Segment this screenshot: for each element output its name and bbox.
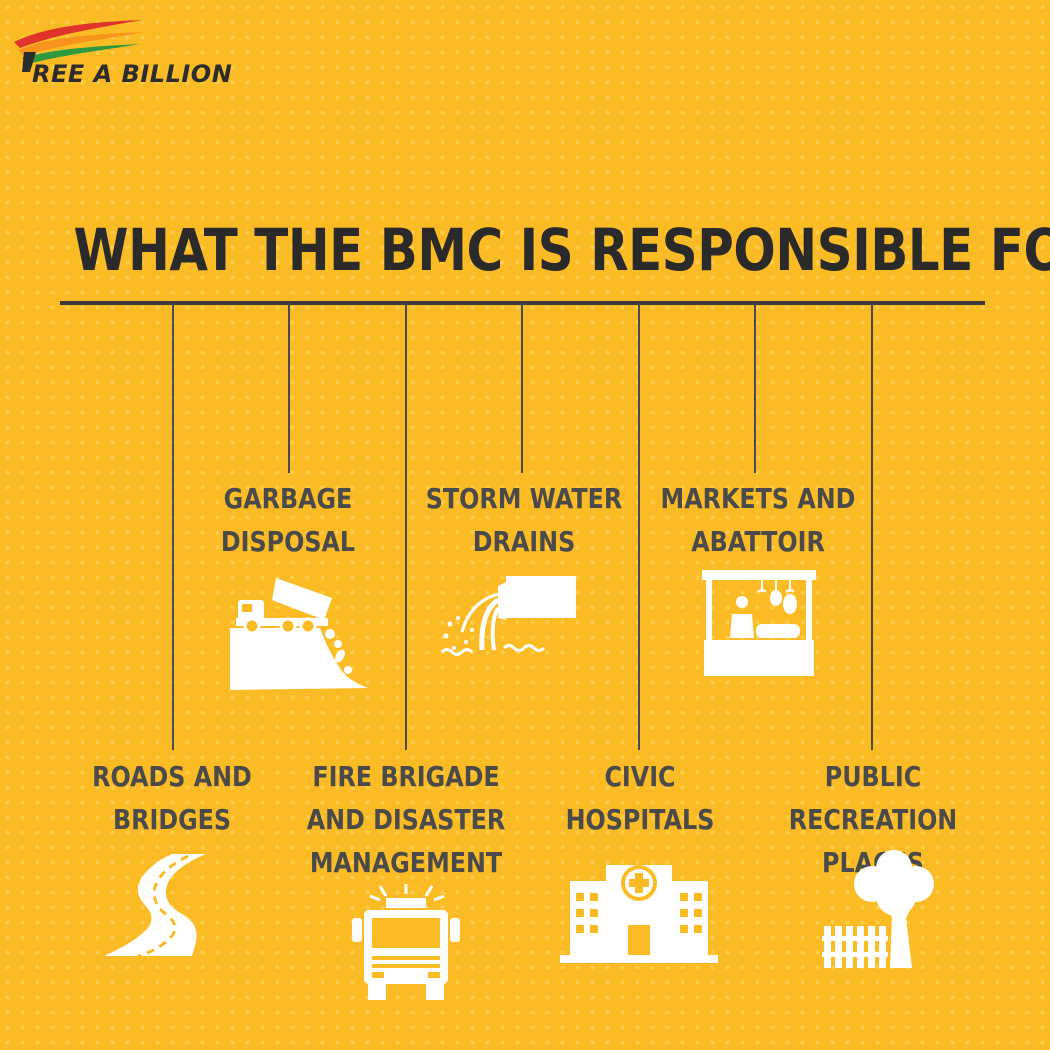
connector-line-hospitals xyxy=(638,303,640,750)
label-line: HOSPITALS xyxy=(565,803,715,836)
label-line: PUBLIC RECREATION xyxy=(788,760,958,836)
label-line: ABATTOIR xyxy=(691,525,825,558)
connector-line-fire xyxy=(405,303,407,750)
label-line: GARBAGE xyxy=(223,482,353,515)
market-stall-icon xyxy=(700,568,818,678)
label-line: CIVIC xyxy=(604,760,676,793)
page-title: WHAT THE BMC IS RESPONSIBLE FOR xyxy=(73,216,1050,284)
label-line: MARKETS AND xyxy=(660,482,856,515)
hospital-icon xyxy=(560,855,718,965)
connector-line-garbage xyxy=(288,303,290,473)
label-line: ROADS AND xyxy=(92,760,252,793)
label-storm-water-drains: STORM WATER DRAINS xyxy=(414,477,635,563)
label-line: BRIDGES xyxy=(112,803,232,836)
label-line: DRAINS xyxy=(472,525,576,558)
label-civic-hospitals: CIVIC HOSPITALS xyxy=(530,755,751,841)
connector-line-recreation xyxy=(871,303,873,750)
connector-line-roads xyxy=(172,303,174,750)
label-garbage-disposal: GARBAGE DISPOSAL xyxy=(178,477,399,563)
fire-truck-icon xyxy=(350,884,465,1004)
label-line: FIRE BRIGADE xyxy=(312,760,500,793)
label-markets-abattoir: MARKETS AND ABATTOIR xyxy=(648,477,869,563)
brand-name: REE A BILLION xyxy=(32,60,233,88)
park-tree-icon xyxy=(820,848,945,970)
label-fire-brigade: FIRE BRIGADE AND DISASTER MANAGEMENT xyxy=(296,755,517,884)
connector-line-drains xyxy=(521,303,523,473)
dump-truck-icon xyxy=(228,570,373,695)
label-line: AND DISASTER xyxy=(306,803,506,836)
brand-swoosh-icon xyxy=(14,20,144,72)
brand-logo: REE A BILLION xyxy=(12,12,252,102)
label-line: STORM WATER xyxy=(425,482,623,515)
connector-line-markets xyxy=(754,303,756,473)
label-roads-bridges: ROADS AND BRIDGES xyxy=(62,755,283,841)
road-icon xyxy=(102,852,212,960)
label-line: MANAGEMENT xyxy=(309,846,503,879)
label-line: DISPOSAL xyxy=(220,525,356,558)
drain-pipe-icon xyxy=(440,572,580,657)
